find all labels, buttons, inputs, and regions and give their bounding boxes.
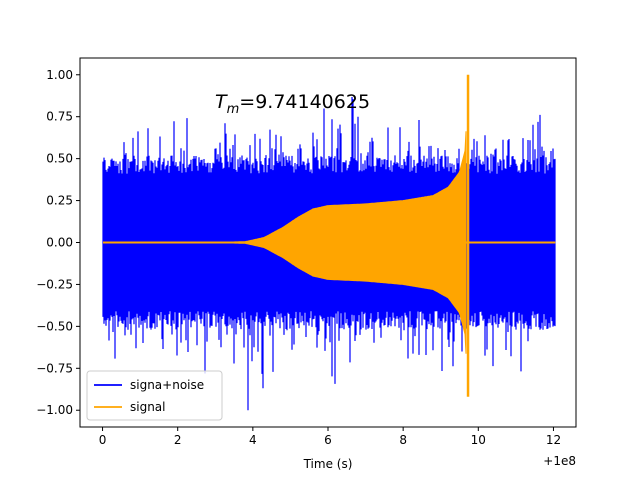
y-tick-label: −0.25 bbox=[36, 277, 73, 291]
y-tick-label: −0.75 bbox=[36, 361, 73, 375]
x-tick-label: 10 bbox=[471, 433, 486, 447]
x-tick-label: 6 bbox=[324, 433, 332, 447]
y-tick-label: 0.25 bbox=[46, 194, 73, 208]
y-axis-ticks: −1.00 −0.75 −0.50 −0.25 0.00 0.25 0.50 0.75 1.00 bbox=[36, 68, 80, 417]
y-tick-label: 0.00 bbox=[46, 236, 73, 250]
x-axis-offset-label: +1e8 bbox=[543, 454, 576, 468]
x-tick-label: 2 bbox=[174, 433, 182, 447]
y-tick-label: −1.00 bbox=[36, 403, 73, 417]
y-tick-label: 0.50 bbox=[46, 152, 73, 166]
tm-annotation-value: =9.74140625 bbox=[239, 91, 370, 113]
legend-label-signa-noise: signa+noise bbox=[130, 378, 204, 392]
plot-series bbox=[102, 74, 556, 411]
x-tick-label: 12 bbox=[546, 433, 561, 447]
legend-label-signal: signal bbox=[130, 400, 166, 414]
y-tick-label: −0.50 bbox=[36, 319, 73, 333]
tm-annotation-symbol: T bbox=[215, 91, 228, 113]
x-axis-label: Time (s) bbox=[303, 457, 353, 471]
tm-annotation: Tm=9.74140625 bbox=[215, 91, 370, 117]
x-tick-label: 4 bbox=[249, 433, 257, 447]
y-tick-label: 1.00 bbox=[46, 68, 73, 82]
x-tick-label: 8 bbox=[399, 433, 407, 447]
x-tick-label: 0 bbox=[99, 433, 107, 447]
y-tick-label: 0.75 bbox=[46, 110, 73, 124]
legend: signa+noise signal bbox=[86, 370, 223, 421]
tm-annotation-subscript: m bbox=[227, 102, 240, 117]
x-axis-ticks: 0 2 4 6 8 10 12 bbox=[99, 427, 561, 447]
